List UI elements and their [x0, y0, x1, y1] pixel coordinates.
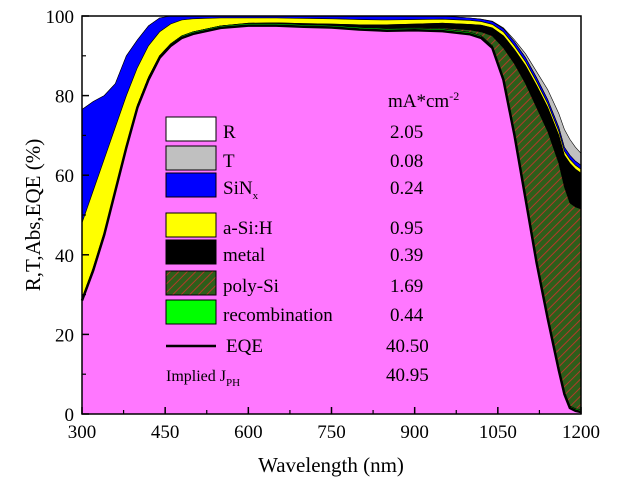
legend-header: mA*cm-2 — [388, 89, 459, 112]
legend-swatch-metal — [165, 239, 217, 265]
legend-label-polySi: poly-Si — [223, 276, 279, 297]
x-tick-label: 450 — [151, 422, 180, 443]
y-tick-label: 60 — [55, 166, 74, 187]
legend-value-polySi: 1.69 — [390, 276, 423, 297]
legend-value-aSi: 0.95 — [390, 218, 423, 239]
legend-swatch-SiNx — [165, 172, 217, 198]
x-tick-label: 1200 — [562, 422, 600, 443]
x-tick-label: 300 — [68, 422, 97, 443]
legend-label-recomb: recombination — [223, 305, 333, 326]
legend-label-R: R — [223, 122, 236, 143]
legend-label-aSi: a-Si:H — [223, 218, 273, 239]
legend-swatch-polySi — [165, 270, 217, 296]
y-axis: 0 20 40 60 80 100 — [46, 7, 89, 426]
x-tick-label: 600 — [234, 422, 263, 443]
legend-label-metal: metal — [223, 245, 265, 266]
y-tick-label: 20 — [55, 325, 74, 346]
y-axis-title: R,T,Abs,EQE (%) — [21, 139, 45, 291]
legend-label-eqe: EQE — [226, 336, 263, 357]
area-layers — [82, 16, 581, 414]
legend-value-eqe: 40.50 — [386, 336, 429, 357]
legend-value-R: 2.05 — [390, 122, 423, 143]
legend-label-T: T — [223, 151, 235, 172]
legend-value-SiNx: 0.24 — [390, 178, 424, 199]
y-tick-label: 0 — [65, 405, 75, 426]
x-axis-title: Wavelength (nm) — [258, 453, 404, 477]
legend-swatch-R — [165, 116, 217, 142]
legend-label-implied-sub: PH — [226, 377, 240, 389]
y-tick-label: 80 — [55, 87, 74, 108]
legend-value-recomb: 0.44 — [390, 305, 424, 326]
area-r — [82, 16, 581, 154]
legend-value-T: 0.08 — [390, 151, 423, 172]
legend-header-sup: -2 — [449, 89, 459, 103]
x-tick-label: 750 — [317, 422, 346, 443]
legend-swatch-aSi — [165, 212, 217, 238]
x-tick-label: 900 — [400, 422, 429, 443]
legend-swatch-recomb — [165, 299, 217, 325]
x-axis: 300 450 600 750 900 1050 1200 — [68, 407, 600, 443]
legend-value-metal: 0.39 — [390, 245, 423, 266]
legend-value-implied: 40.95 — [386, 365, 429, 386]
x-tick-label: 1050 — [479, 422, 517, 443]
legend-label-implied: Implied JPH — [166, 368, 240, 389]
legend-swatch-T — [165, 145, 217, 171]
y-tick-label: 100 — [46, 7, 75, 28]
eqe-line — [80, 24, 582, 414]
y-tick-label: 40 — [55, 246, 74, 267]
legend-label-sub-SiNx: x — [253, 190, 259, 202]
